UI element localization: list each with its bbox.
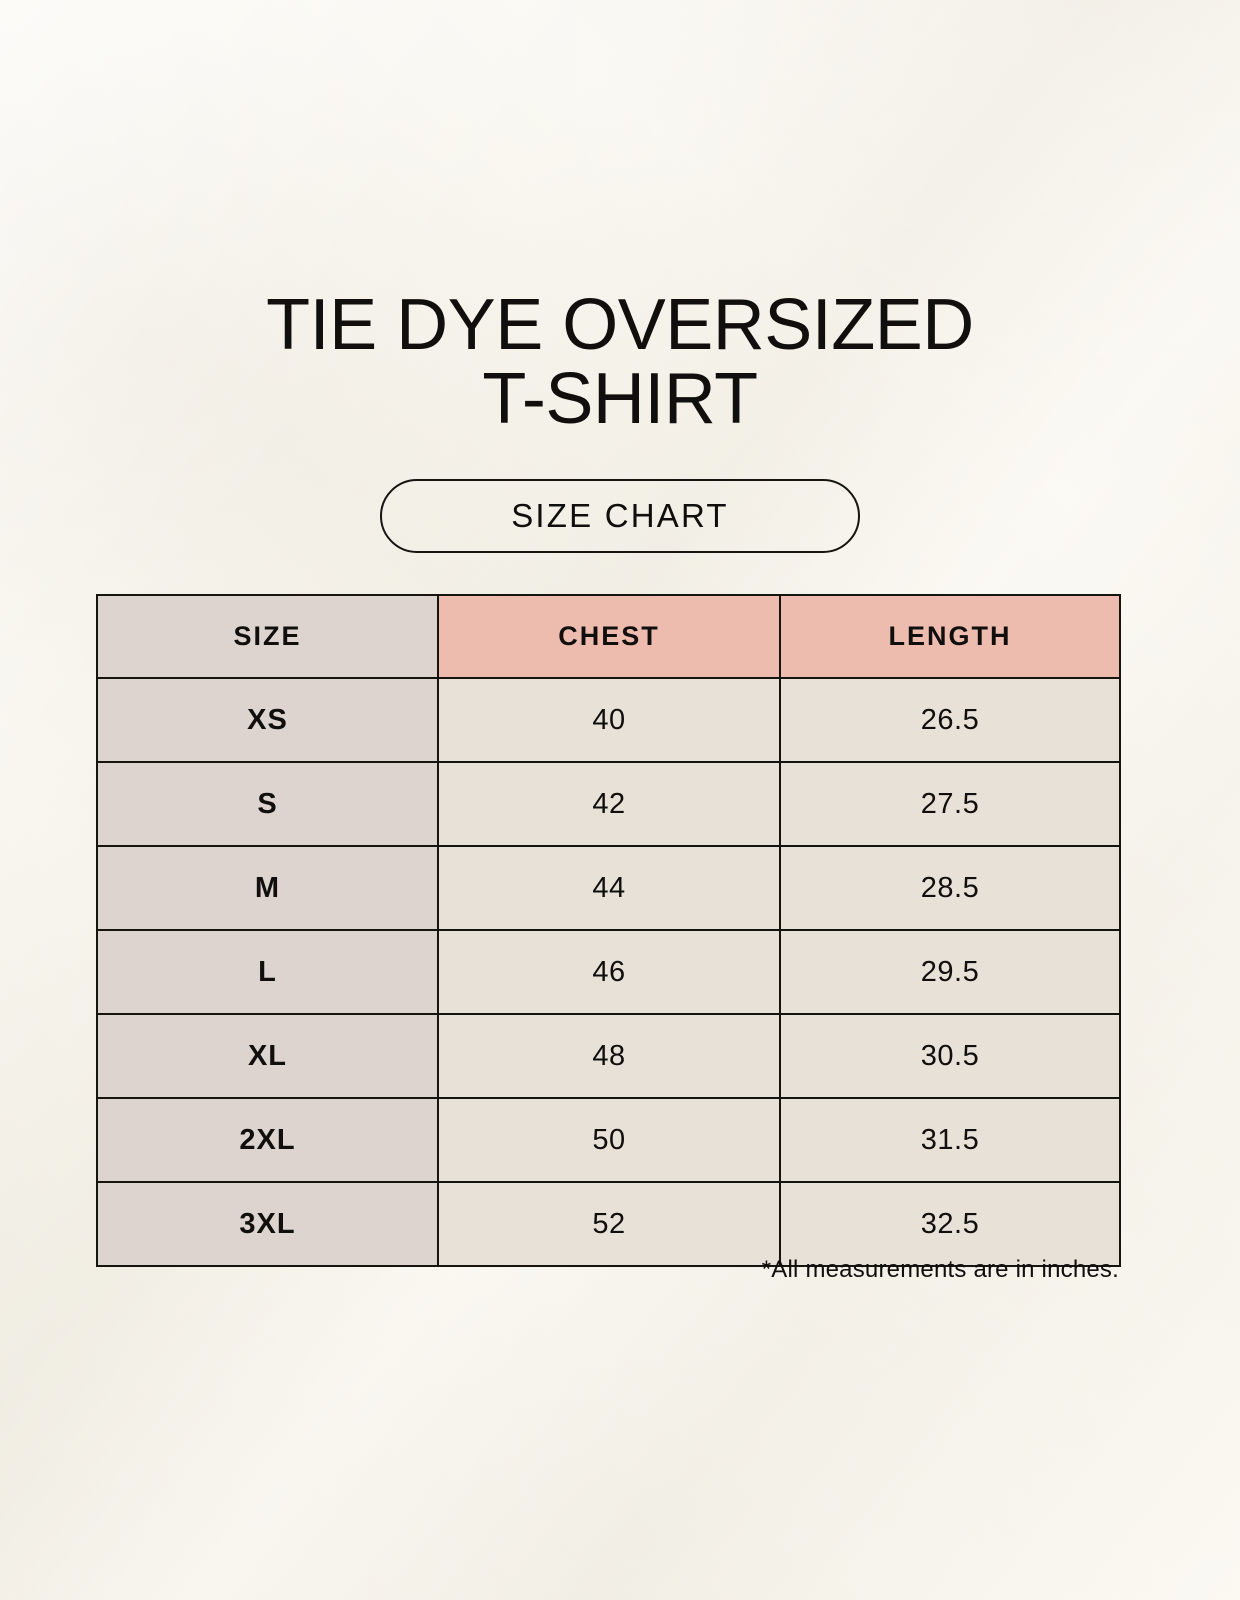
table-header-row: SIZE CHEST LENGTH xyxy=(96,594,1121,679)
cell-length: 27.5 xyxy=(779,761,1121,847)
cell-length: 30.5 xyxy=(779,1013,1121,1099)
cell-size: XS xyxy=(96,677,439,763)
cell-size: S xyxy=(96,761,439,847)
column-header-chest: CHEST xyxy=(437,594,781,679)
table-row: S 42 27.5 xyxy=(96,761,1121,847)
table-row: XL 48 30.5 xyxy=(96,1013,1121,1099)
measurement-footnote: *All measurements are in inches. xyxy=(761,1256,1119,1283)
cell-size: L xyxy=(96,929,439,1015)
column-header-length: LENGTH xyxy=(779,594,1121,679)
badge-container: SIZE CHART xyxy=(0,479,1240,553)
cell-chest: 52 xyxy=(437,1181,781,1267)
cell-size: XL xyxy=(96,1013,439,1099)
size-table: SIZE CHEST LENGTH XS 40 26.5 S 42 27.5 xyxy=(96,594,1121,1267)
size-table-container: SIZE CHEST LENGTH XS 40 26.5 S 42 27.5 xyxy=(96,594,1121,1267)
table-row: 3XL 52 32.5 xyxy=(96,1181,1121,1267)
cell-length: 32.5 xyxy=(779,1181,1121,1267)
cell-chest: 44 xyxy=(437,845,781,931)
cell-size: 2XL xyxy=(96,1097,439,1183)
table-row: L 46 29.5 xyxy=(96,929,1121,1015)
cell-chest: 42 xyxy=(437,761,781,847)
page-title: TIE DYE OVERSIZED T-SHIRT xyxy=(266,285,974,439)
table-row: XS 40 26.5 xyxy=(96,677,1121,763)
cell-chest: 40 xyxy=(437,677,781,763)
cell-size: M xyxy=(96,845,439,931)
cell-length: 26.5 xyxy=(779,677,1121,763)
cell-size: 3XL xyxy=(96,1181,439,1267)
cell-length: 29.5 xyxy=(779,929,1121,1015)
cell-chest: 50 xyxy=(437,1097,781,1183)
table-header: SIZE CHEST LENGTH xyxy=(96,594,1121,679)
table-row: M 44 28.5 xyxy=(96,845,1121,931)
cell-chest: 48 xyxy=(437,1013,781,1099)
table-body: XS 40 26.5 S 42 27.5 M 44 28.5 xyxy=(96,677,1121,1267)
table-row: 2XL 50 31.5 xyxy=(96,1097,1121,1183)
cell-length: 28.5 xyxy=(779,845,1121,931)
cell-length: 31.5 xyxy=(779,1097,1121,1183)
cell-chest: 46 xyxy=(437,929,781,1015)
size-chart-badge: SIZE CHART xyxy=(380,479,860,553)
column-header-size: SIZE xyxy=(96,594,439,679)
